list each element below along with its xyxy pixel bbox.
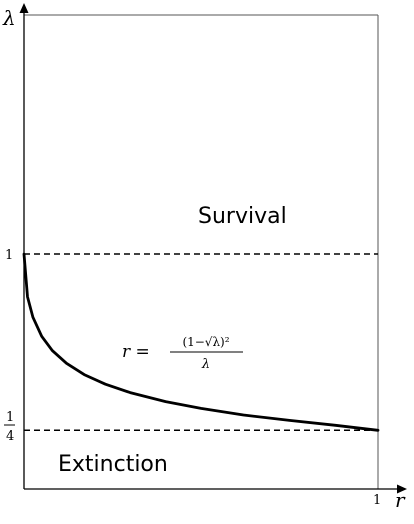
formula-denominator: λ (201, 357, 210, 372)
x-axis-arrowhead (397, 484, 407, 494)
formula-lhs: r = (122, 342, 150, 362)
y-axis-label: λ (2, 6, 16, 30)
data-line-curve (22, 252, 380, 432)
y-tick-label-1: 1 (5, 248, 13, 263)
survival-region-label: Survival (198, 204, 287, 229)
curve-formula-label: r = (1−√λ)² λ (122, 335, 243, 372)
x-tick-label-1: 1 (373, 493, 381, 508)
y-tick-label-quarter: 1 4 (4, 410, 15, 444)
extinction-region-label: Extinction (58, 452, 168, 477)
y-tick-quarter-numerator: 1 (6, 410, 14, 425)
y-axis-arrowhead (19, 3, 29, 13)
x-axis-label: r (395, 488, 406, 512)
y-tick-quarter-denominator: 4 (6, 429, 14, 444)
formula-numerator: (1−√λ)² (182, 335, 229, 349)
